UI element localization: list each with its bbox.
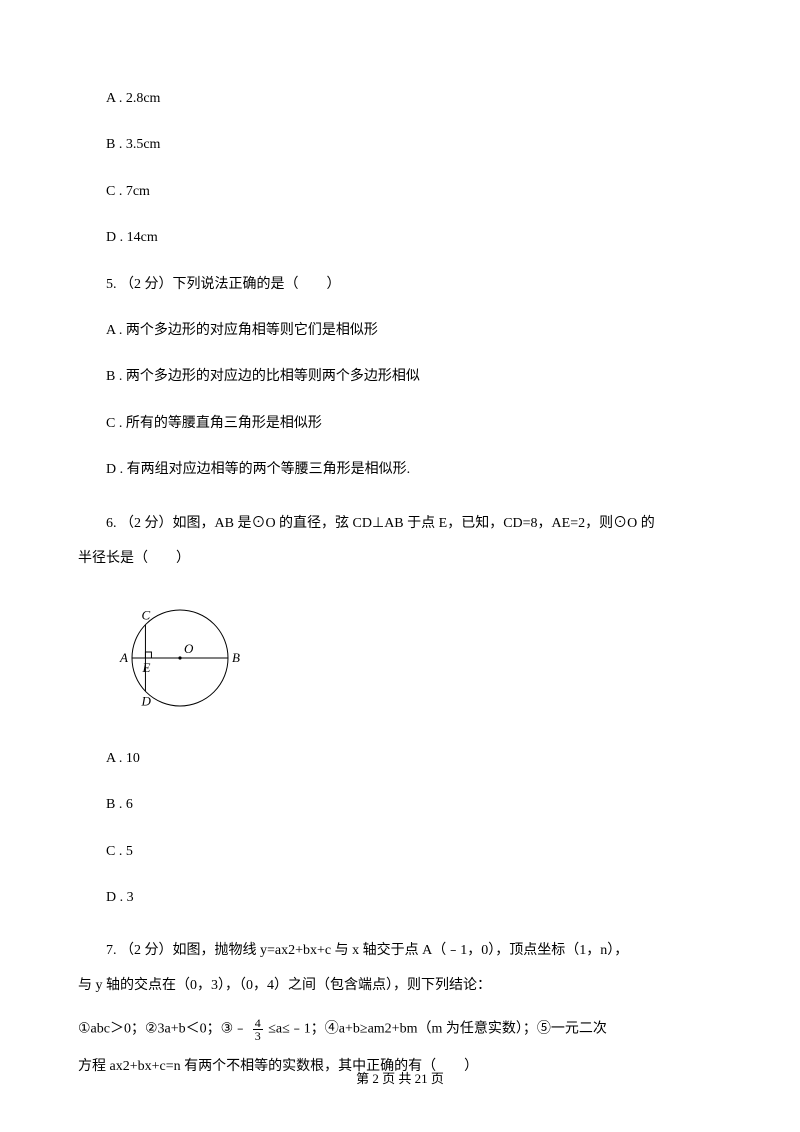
circle-diagram-svg: A B C D E O xyxy=(110,600,260,720)
q6-stem-line2: 半径长是（ ） xyxy=(78,541,722,576)
svg-text:C: C xyxy=(141,607,150,622)
q6-diagram: A B C D E O xyxy=(110,600,722,728)
q5-option-c: C . 所有的等腰直角三角形是相似形 xyxy=(78,413,722,435)
q5-stem: 5. （2 分）下列说法正确的是（ ） xyxy=(78,274,722,296)
q4-option-a: A . 2.8cm xyxy=(78,88,722,110)
q7-l3-part-a: ①abc＞0；②3a+b＜0；③﹣ xyxy=(78,1022,251,1037)
q4-option-c: C . 7cm xyxy=(78,181,722,203)
q6-option-b: B . 6 xyxy=(78,794,722,816)
q6-option-d: D . 3 xyxy=(78,887,722,909)
q7-l3-part-b: ≤a≤﹣1；④a+b≥am2+bm（m 为任意实数）；⑤一元二次 xyxy=(268,1022,607,1037)
svg-text:D: D xyxy=(140,693,151,708)
page-footer: 第 2 页 共 21 页 xyxy=(0,1069,800,1090)
fraction-icon: 4 3 xyxy=(253,1017,263,1042)
q4-option-d: D . 14cm xyxy=(78,227,722,249)
frac-denominator: 3 xyxy=(253,1030,263,1042)
svg-text:B: B xyxy=(232,650,240,665)
svg-text:E: E xyxy=(141,660,150,675)
q6-stem-line1: 6. （2 分）如图，AB 是⊙O 的直径，弦 CD⊥AB 于点 E，已知，CD… xyxy=(78,506,722,541)
q5-option-b: B . 两个多边形的对应边的比相等则两个多边形相似 xyxy=(78,366,722,388)
q7-stem-line1: 7. （2 分）如图，抛物线 y=ax2+bx+c 与 x 轴交于点 A（﹣1，… xyxy=(78,933,722,968)
q5-option-a: A . 两个多边形的对应角相等则它们是相似形 xyxy=(78,320,722,342)
q6-option-c: C . 5 xyxy=(78,841,722,863)
q7-stem-line3: ①abc＞0；②3a+b＜0；③﹣ 4 3 ≤a≤﹣1；④a+b≥am2+bm（… xyxy=(78,1017,722,1042)
q7-stem-line2: 与 y 轴的交点在（0，3），（0，4）之间（包含端点），则下列结论： xyxy=(78,968,722,1003)
q5-option-d: D . 有两组对应边相等的两个等腰三角形是相似形. xyxy=(78,459,722,481)
svg-text:O: O xyxy=(184,641,194,656)
q4-option-b: B . 3.5cm xyxy=(78,134,722,156)
q6-option-a: A . 10 xyxy=(78,748,722,770)
svg-text:A: A xyxy=(119,650,128,665)
